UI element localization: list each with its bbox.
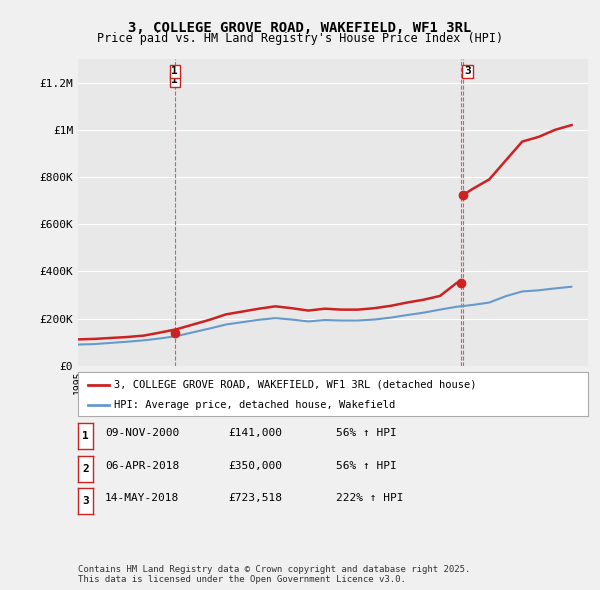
Text: 3, COLLEGE GROVE ROAD, WAKEFIELD, WF1 3RL: 3, COLLEGE GROVE ROAD, WAKEFIELD, WF1 3R… [128,21,472,35]
Text: 14-MAY-2018: 14-MAY-2018 [105,493,179,503]
Text: 56% ↑ HPI: 56% ↑ HPI [336,428,397,438]
Text: £723,518: £723,518 [228,493,282,503]
Text: 3: 3 [464,66,471,76]
Text: Price paid vs. HM Land Registry's House Price Index (HPI): Price paid vs. HM Land Registry's House … [97,32,503,45]
Text: 3: 3 [82,496,89,506]
Text: 1: 1 [82,431,89,441]
Text: 2: 2 [82,464,89,474]
Text: HPI: Average price, detached house, Wakefield: HPI: Average price, detached house, Wake… [114,400,395,410]
Text: 56% ↑ HPI: 56% ↑ HPI [336,461,397,471]
Text: 09-NOV-2000: 09-NOV-2000 [105,428,179,438]
Text: 1: 1 [171,66,178,76]
Text: 06-APR-2018: 06-APR-2018 [105,461,179,471]
Text: £141,000: £141,000 [228,428,282,438]
Text: £350,000: £350,000 [228,461,282,471]
Text: 3, COLLEGE GROVE ROAD, WAKEFIELD, WF1 3RL (detached house): 3, COLLEGE GROVE ROAD, WAKEFIELD, WF1 3R… [114,380,476,390]
Text: Contains HM Land Registry data © Crown copyright and database right 2025.
This d: Contains HM Land Registry data © Crown c… [78,565,470,584]
Text: 222% ↑ HPI: 222% ↑ HPI [336,493,404,503]
Text: 1: 1 [171,76,178,86]
